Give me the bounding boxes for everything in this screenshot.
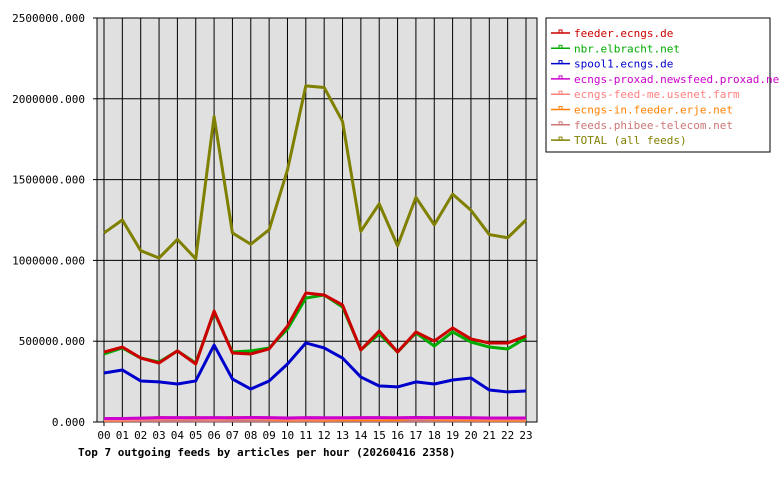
x-tick-label: 18 [428, 429, 441, 442]
x-tick-label: 01 [116, 429, 129, 442]
y-tick-label: 2000000.000 [12, 93, 85, 106]
x-tick-label: 15 [373, 429, 386, 442]
x-tick-label: 00 [97, 429, 110, 442]
legend-label: ecngs-proxad.newsfeed.proxad.net [574, 73, 780, 86]
legend-marker [558, 106, 563, 110]
chart-title: Top 7 outgoing feeds by articles per hou… [78, 446, 456, 459]
x-tick-label: 22 [501, 429, 514, 442]
legend-marker [558, 90, 563, 95]
x-tick-label: 06 [207, 429, 220, 442]
legend-label: nbr.elbracht.net [574, 42, 680, 55]
x-tick-label: 12 [318, 429, 331, 442]
y-tick-label: 500000.000 [19, 335, 85, 348]
x-tick-label: 21 [483, 429, 496, 442]
legend-marker [558, 75, 563, 80]
legend-label: TOTAL (all feeds) [574, 134, 687, 147]
x-tick-label: 14 [354, 429, 368, 442]
x-tick-label: 19 [446, 429, 459, 442]
x-tick-label: 05 [189, 429, 202, 442]
series-line-ecngs-proxad-newsfeed-proxad-net [104, 415, 526, 420]
series-line-spool1-ecngs-de [103, 341, 527, 394]
x-tick-label: 04 [171, 429, 185, 442]
x-tick-label: 16 [391, 429, 404, 442]
legend-marker [558, 60, 563, 65]
legend-marker [558, 44, 563, 49]
x-tick-label: 07 [226, 429, 239, 442]
legend-marker [558, 29, 563, 34]
x-tick-label: 10 [281, 429, 294, 442]
legend: feeder.ecngs.de nbr.elbracht.net spool1.ec… [545, 17, 780, 153]
legend-marker [558, 136, 563, 141]
x-tick-label: 23 [519, 429, 532, 442]
legend-label: ecngs-feed-me.usenet.farm [574, 88, 740, 101]
x-tick-label: 17 [409, 429, 422, 442]
legend-label: ecngs-in.feeder.erje.net [574, 104, 733, 117]
legend-label: feeds.phibee-telecom.net [574, 119, 733, 132]
y-tick-label: 1000000.000 [12, 254, 85, 267]
x-tick-label: 08 [244, 429, 257, 442]
x-tick-label: 11 [299, 429, 312, 442]
legend-marker [558, 121, 563, 126]
x-tick-label: 09 [263, 429, 276, 442]
legend-label: spool1.ecngs.de [574, 58, 673, 71]
x-tick-label: 13 [336, 429, 349, 442]
x-tick-label: 20 [464, 429, 477, 442]
y-tick-label: 1500000.000 [12, 174, 85, 187]
y-tick-label: 0.000 [52, 416, 85, 429]
y-tick-label: 2500000.000 [12, 12, 85, 25]
series-line-feeder-ecngs-de [103, 291, 527, 366]
x-tick-label: 02 [134, 429, 147, 442]
x-tick-label: 03 [152, 429, 165, 442]
series-line-total-all-feeds- [103, 84, 528, 261]
legend-label: feeder.ecngs.de [574, 27, 673, 40]
